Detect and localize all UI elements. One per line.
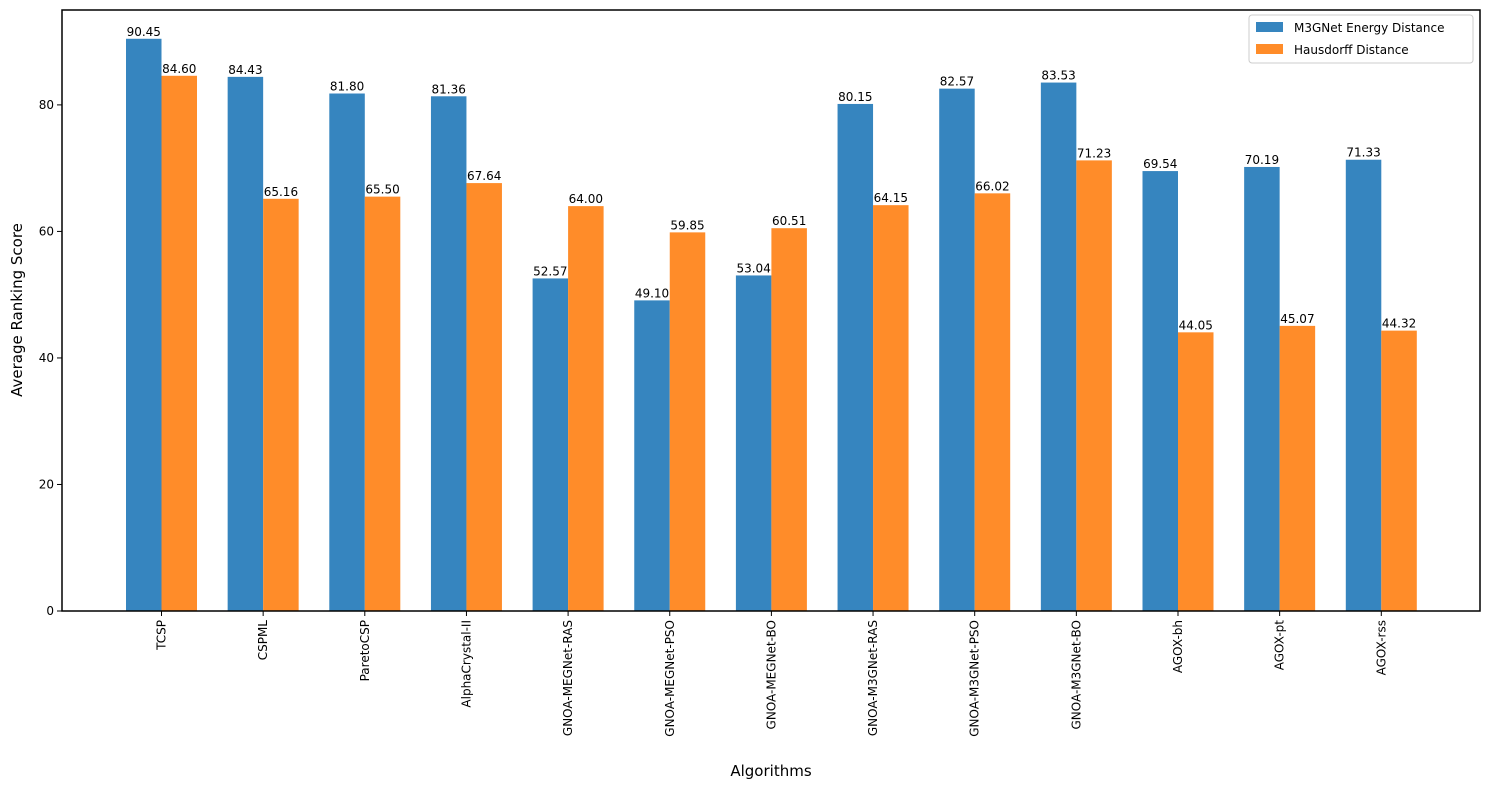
bar-m3gnet-energy-distance-agox-bh [1142,171,1178,611]
bar-m3gnet-energy-distance-gnoa-m3gnet-ras [837,103,874,611]
y-tick-label-80: 80 [39,98,54,112]
x-tick-label-gnoa-megnet-pso: GNOA-MEGNet-PSO [663,620,677,737]
bar-label-m3gnet-energy-distance-agox-pt: 70.19 [1245,153,1279,167]
bar-m3gnet-energy-distance-agox-pt [1244,166,1280,611]
bar-m3gnet-energy-distance-gnoa-megnet-bo [735,275,772,611]
y-axis: 0 20 40 60 80 [39,98,62,618]
bar-label-hausdorff-distance-gnoa-m3gnet-bo: 71.23 [1077,146,1111,160]
bar-m3gnet-energy-distance-tcsp [126,38,162,611]
bar-label-hausdorff-distance-agox-bh: 44.05 [1179,318,1213,332]
bar-label-hausdorff-distance-paretocsp: 65.50 [365,183,399,197]
bar-hausdorff-distance-agox-rss [1381,330,1417,611]
bar-m3gnet-energy-distance-gnoa-megnet-pso [634,300,670,611]
bars-group [126,38,1417,612]
bar-label-m3gnet-energy-distance-gnoa-m3gnet-ras: 80.15 [838,90,872,104]
bar-hausdorff-distance-gnoa-m3gnet-bo [1076,160,1112,611]
bar-label-hausdorff-distance-gnoa-megnet-pso: 59.85 [670,218,704,232]
bar-m3gnet-energy-distance-alphacrystal-ii [430,96,467,612]
bar-label-hausdorff-distance-gnoa-m3gnet-pso: 66.02 [975,179,1009,193]
bar-label-m3gnet-energy-distance-gnoa-megnet-pso: 49.10 [635,286,669,300]
bar-label-m3gnet-energy-distance-gnoa-megnet-bo: 53.04 [736,261,770,275]
x-tick-label-gnoa-megnet-bo: GNOA-MEGNet-BO [764,620,778,729]
bar-label-hausdorff-distance-agox-pt: 45.07 [1280,312,1314,326]
legend-swatch-m3gnet [1256,22,1283,32]
bar-m3gnet-energy-distance-paretocsp [329,93,365,611]
legend-label-m3gnet: M3GNet Energy Distance [1294,21,1444,35]
bar-label-m3gnet-energy-distance-alphacrystal-ii: 81.36 [432,82,466,96]
bar-label-m3gnet-energy-distance-cspml: 84.43 [228,63,262,77]
x-tick-label-gnoa-m3gnet-bo: GNOA-M3GNet-BO [1069,620,1083,730]
legend-box [1248,14,1474,64]
bar-m3gnet-energy-distance-agox-rss [1345,159,1382,612]
bar-label-m3gnet-energy-distance-agox-rss: 71.33 [1346,146,1380,160]
x-tick-label-cspml: CSPML [256,620,270,661]
bar-label-hausdorff-distance-gnoa-megnet-bo: 60.51 [772,214,806,228]
x-tick-label-tcsp: TCSP [155,620,169,651]
bar-hausdorff-distance-agox-pt [1279,325,1316,611]
bar-label-hausdorff-distance-tcsp: 84.60 [162,62,196,76]
bar-hausdorff-distance-gnoa-megnet-ras [568,206,604,611]
bar-hausdorff-distance-gnoa-m3gnet-pso [974,193,1011,611]
y-tick-label-60: 60 [39,224,54,238]
y-tick-label-40: 40 [39,351,54,365]
bar-m3gnet-energy-distance-gnoa-m3gnet-pso [939,88,975,611]
bar-hausdorff-distance-cspml [263,198,299,611]
y-axis-title: Average Ranking Score [8,223,26,397]
bar-hausdorff-distance-alphacrystal-ii [466,183,502,611]
bar-labels-group: 90.45 84.43 81.80 81.36 52.57 49.10 53.04 80.15… [127,25,1417,333]
legend: M3GNet Energy Distance Hausdorff Distanc… [1248,14,1474,64]
bar-label-m3gnet-energy-distance-paretocsp: 81.80 [330,80,364,94]
bar-m3gnet-energy-distance-gnoa-megnet-ras [532,278,569,611]
y-tick-label-20: 20 [39,477,54,491]
bar-m3gnet-energy-distance-cspml [227,76,264,612]
bar-label-m3gnet-energy-distance-tcsp: 90.45 [127,25,161,39]
bar-label-hausdorff-distance-alphacrystal-ii: 67.64 [467,169,501,183]
x-tick-label-gnoa-m3gnet-ras: GNOA-M3GNet-RAS [866,620,880,736]
bar-hausdorff-distance-gnoa-m3gnet-ras [873,205,909,612]
bar-label-hausdorff-distance-gnoa-m3gnet-ras: 64.15 [874,191,908,205]
bar-label-m3gnet-energy-distance-agox-bh: 69.54 [1143,157,1177,171]
bar-hausdorff-distance-gnoa-megnet-pso [669,232,706,611]
plot-frame [61,9,1481,612]
x-tick-label-alphacrystal-ii: AlphaCrystal-II [459,620,473,708]
bar-hausdorff-distance-agox-bh [1178,332,1214,611]
x-tick-label-agox-pt: AGOX-pt [1273,620,1287,671]
bar-label-hausdorff-distance-agox-rss: 44.32 [1382,317,1416,331]
x-axis: TCSP CSPML ParetoCSP AlphaCrystal-II GNOA-ME… [155,611,1388,737]
x-tick-label-agox-rss: AGOX-rss [1374,620,1388,675]
bar-label-m3gnet-energy-distance-gnoa-m3gnet-pso: 82.57 [940,75,974,89]
x-tick-label-agox-bh: AGOX-bh [1171,620,1185,673]
legend-label-hausdorff: Hausdorff Distance [1294,43,1409,57]
bar-label-m3gnet-energy-distance-gnoa-megnet-ras: 52.57 [533,264,567,278]
bar-label-m3gnet-energy-distance-gnoa-m3gnet-bo: 83.53 [1041,69,1075,83]
x-axis-title: Algorithms [730,762,811,780]
legend-swatch-hausdorff [1256,44,1283,54]
bar-hausdorff-distance-gnoa-megnet-bo [771,228,807,611]
y-tick-label-0: 0 [46,604,54,618]
bar-label-hausdorff-distance-cspml: 65.16 [264,185,298,199]
x-tick-label-gnoa-m3gnet-pso: GNOA-M3GNet-PSO [968,620,982,737]
bar-label-hausdorff-distance-gnoa-megnet-ras: 64.00 [569,192,603,206]
x-tick-label-gnoa-megnet-ras: GNOA-MEGNet-RAS [561,620,575,736]
bar-m3gnet-energy-distance-gnoa-m3gnet-bo [1040,82,1077,611]
bar-hausdorff-distance-tcsp [161,75,197,612]
bar-hausdorff-distance-paretocsp [364,196,401,611]
x-tick-label-paretocsp: ParetoCSP [358,620,372,681]
